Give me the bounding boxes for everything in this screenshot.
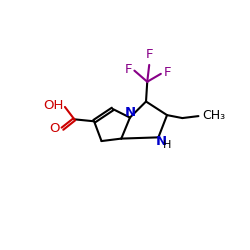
- Text: OH: OH: [43, 99, 64, 112]
- Text: F: F: [125, 63, 132, 76]
- Text: N: N: [125, 106, 136, 119]
- Text: CH₃: CH₃: [202, 109, 226, 122]
- Text: O: O: [49, 122, 59, 135]
- Text: H: H: [163, 140, 171, 150]
- Text: F: F: [146, 48, 153, 62]
- Text: N: N: [155, 135, 166, 148]
- Text: F: F: [163, 66, 171, 79]
